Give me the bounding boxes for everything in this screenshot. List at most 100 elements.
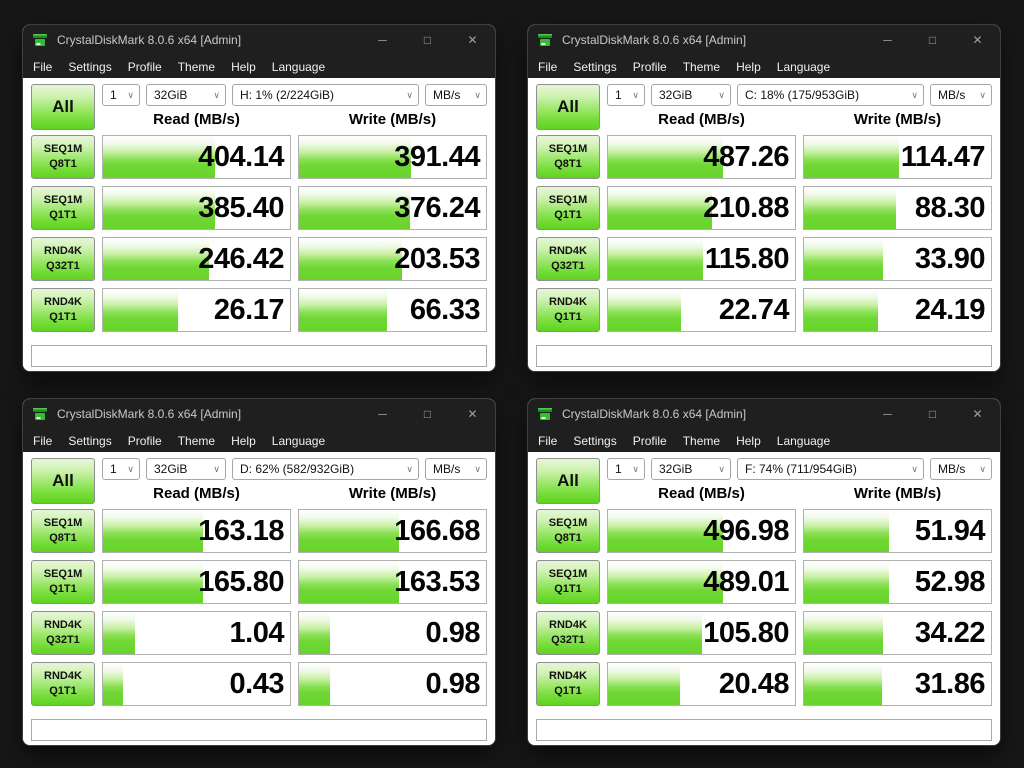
close-button[interactable]: ✕: [972, 33, 983, 47]
all-button[interactable]: All: [536, 84, 600, 130]
menu-profile[interactable]: Profile: [127, 59, 162, 74]
drive-select[interactable]: D: 62% (582/932GiB) ∨: [232, 458, 419, 480]
close-button[interactable]: ✕: [972, 407, 983, 421]
test-button-rnd4k-q1t1[interactable]: RND4K Q1T1: [31, 288, 95, 332]
result-bar: [103, 136, 216, 178]
maximize-button[interactable]: □: [928, 407, 937, 421]
unit-select[interactable]: MB/s ∨: [930, 458, 992, 480]
test-button-rnd4k-q32t1[interactable]: RND4K Q32T1: [31, 611, 95, 655]
test-button-rnd4k-q1t1[interactable]: RND4K Q1T1: [31, 662, 95, 706]
app-icon: [32, 406, 48, 422]
cdm-window-c-drive: CrystalDiskMark 8.0.6 x64 [Admin] ─ □ ✕ …: [527, 24, 1001, 372]
result-bar: [103, 561, 204, 603]
read-result-cell: 20.48: [607, 662, 796, 706]
app-icon: [32, 32, 48, 48]
menu-language[interactable]: Language: [271, 59, 326, 74]
unit-select[interactable]: MB/s ∨: [425, 458, 487, 480]
test-size-select[interactable]: 32GiB ∨: [146, 458, 226, 480]
minimize-button[interactable]: ─: [378, 407, 387, 421]
drive-select[interactable]: H: 1% (2/224GiB) ∨: [232, 84, 419, 106]
unit-select[interactable]: MB/s ∨: [425, 84, 487, 106]
test-button-seq1m-q8t1[interactable]: SEQ1M Q8T1: [31, 135, 95, 179]
test-size-select[interactable]: 32GiB ∨: [651, 84, 731, 106]
result-row-seq1m-q8t1: SEQ1M Q8T1 404.14 391.44: [31, 135, 487, 179]
titlebar[interactable]: CrystalDiskMark 8.0.6 x64 [Admin] ─ □ ✕: [23, 399, 495, 429]
write-header: Write (MB/s): [348, 111, 437, 128]
menu-settings[interactable]: Settings: [68, 433, 112, 448]
read-header: Read (MB/s): [658, 111, 745, 128]
close-button[interactable]: ✕: [467, 33, 478, 47]
menu-language[interactable]: Language: [776, 59, 831, 74]
result-row-rnd4k-q1t1: RND4K Q1T1 22.74 24.19: [536, 288, 992, 332]
menu-file[interactable]: File: [538, 433, 558, 448]
menu-theme[interactable]: Theme: [177, 59, 216, 74]
minimize-button[interactable]: ─: [883, 407, 892, 421]
test-button-rnd4k-q1t1[interactable]: RND4K Q1T1: [536, 288, 600, 332]
read-header: Read (MB/s): [658, 485, 745, 502]
menu-settings[interactable]: Settings: [573, 433, 617, 448]
titlebar[interactable]: CrystalDiskMark 8.0.6 x64 [Admin] ─ □ ✕: [528, 399, 1000, 429]
test-button-rnd4k-q32t1[interactable]: RND4K Q32T1: [536, 611, 600, 655]
test-button-rnd4k-q1t1[interactable]: RND4K Q1T1: [536, 662, 600, 706]
read-result-cell: 165.80: [102, 560, 291, 604]
chevron-down-icon: ∨: [474, 89, 481, 100]
titlebar-buttons: ─ □ ✕: [865, 25, 1000, 55]
maximize-button[interactable]: □: [928, 33, 937, 47]
titlebar[interactable]: CrystalDiskMark 8.0.6 x64 [Admin] ─ □ ✕: [528, 25, 1000, 55]
drive-select[interactable]: C: 18% (175/953GiB) ∨: [737, 84, 924, 106]
test-button-seq1m-q8t1[interactable]: SEQ1M Q8T1: [536, 509, 600, 553]
minimize-button[interactable]: ─: [883, 33, 892, 47]
minimize-button[interactable]: ─: [378, 33, 387, 47]
menu-settings[interactable]: Settings: [68, 59, 112, 74]
menu-language[interactable]: Language: [776, 433, 831, 448]
result-bar: [299, 187, 411, 229]
close-button[interactable]: ✕: [467, 407, 478, 421]
menu-theme[interactable]: Theme: [682, 433, 721, 448]
maximize-button[interactable]: □: [423, 407, 432, 421]
test-button-seq1m-q1t1[interactable]: SEQ1M Q1T1: [536, 186, 600, 230]
menu-profile[interactable]: Profile: [632, 59, 667, 74]
window-content: All 1 ∨ 32GiB ∨ C: 18% (175/953GiB) ∨ MB/s ∨…: [528, 78, 1000, 371]
test-button-rnd4k-q32t1[interactable]: RND4K Q32T1: [536, 237, 600, 281]
maximize-button[interactable]: □: [423, 33, 432, 47]
test-count-select[interactable]: 1 ∨: [102, 84, 140, 106]
menu-file[interactable]: File: [538, 59, 558, 74]
test-count-select[interactable]: 1 ∨: [607, 458, 645, 480]
menu-bar: File Settings Profile Theme Help Languag…: [528, 55, 1000, 78]
test-size-select[interactable]: 32GiB ∨: [146, 84, 226, 106]
menu-settings[interactable]: Settings: [573, 59, 617, 74]
result-bar: [103, 187, 215, 229]
test-count-select[interactable]: 1 ∨: [607, 84, 645, 106]
result-bar: [299, 136, 411, 178]
menu-language[interactable]: Language: [271, 433, 326, 448]
titlebar[interactable]: CrystalDiskMark 8.0.6 x64 [Admin] ─ □ ✕: [23, 25, 495, 55]
status-bar: [536, 719, 992, 741]
result-row-rnd4k-q1t1: RND4K Q1T1 20.48 31.86: [536, 662, 992, 706]
menu-help[interactable]: Help: [736, 433, 761, 448]
test-button-seq1m-q8t1[interactable]: SEQ1M Q8T1: [536, 135, 600, 179]
test-button-rnd4k-q32t1[interactable]: RND4K Q32T1: [31, 237, 95, 281]
menu-help[interactable]: Help: [231, 433, 256, 448]
unit-select[interactable]: MB/s ∨: [930, 84, 992, 106]
menu-file[interactable]: File: [33, 433, 53, 448]
result-row-seq1m-q1t1: SEQ1M Q1T1 385.40 376.24: [31, 186, 487, 230]
menu-profile[interactable]: Profile: [127, 433, 162, 448]
menu-theme[interactable]: Theme: [682, 59, 721, 74]
write-result-cell: 88.30: [803, 186, 992, 230]
menu-help[interactable]: Help: [231, 59, 256, 74]
test-button-seq1m-q8t1[interactable]: SEQ1M Q8T1: [31, 509, 95, 553]
drive-select[interactable]: F: 74% (711/954GiB) ∨: [737, 458, 924, 480]
menu-profile[interactable]: Profile: [632, 433, 667, 448]
test-size-select[interactable]: 32GiB ∨: [651, 458, 731, 480]
menu-file[interactable]: File: [33, 59, 53, 74]
test-button-seq1m-q1t1[interactable]: SEQ1M Q1T1: [31, 560, 95, 604]
write-result-cell: 66.33: [298, 288, 487, 332]
test-button-seq1m-q1t1[interactable]: SEQ1M Q1T1: [536, 560, 600, 604]
test-button-seq1m-q1t1[interactable]: SEQ1M Q1T1: [31, 186, 95, 230]
test-count-select[interactable]: 1 ∨: [102, 458, 140, 480]
all-button[interactable]: All: [31, 458, 95, 504]
all-button[interactable]: All: [536, 458, 600, 504]
menu-help[interactable]: Help: [736, 59, 761, 74]
menu-theme[interactable]: Theme: [177, 433, 216, 448]
all-button[interactable]: All: [31, 84, 95, 130]
